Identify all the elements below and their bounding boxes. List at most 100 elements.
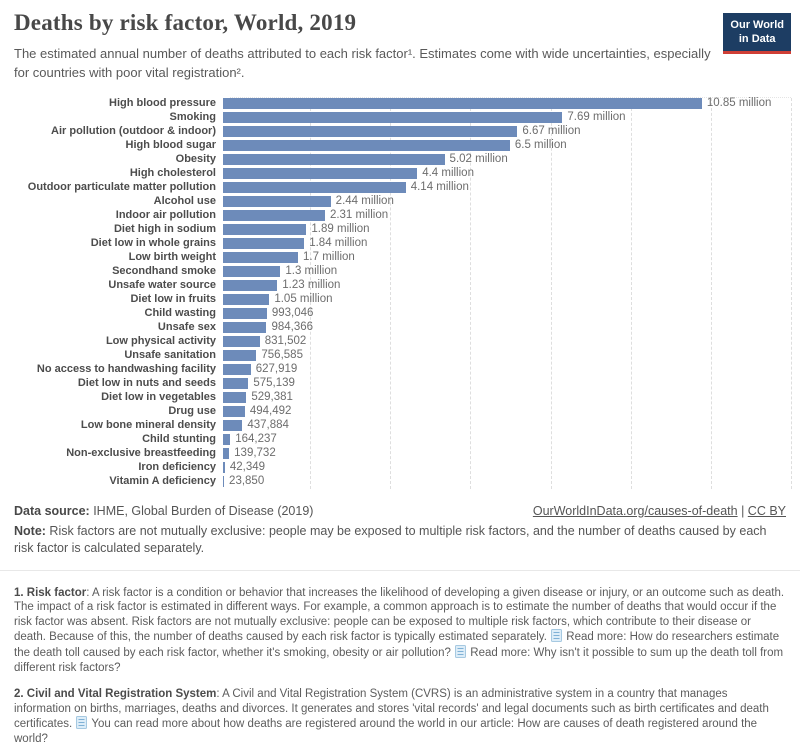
bar-label: Obesity — [175, 153, 216, 166]
bar-row: Secondhand smoke 1.3 million — [14, 265, 791, 279]
bar-row: Obesity 5.02 million — [14, 153, 791, 167]
footer-links: OurWorldInData.org/causes-of-death | CC … — [533, 504, 786, 518]
bar-value-label: 4.14 million — [410, 181, 469, 194]
read-more-link-3[interactable]: You can read more about how deaths are r… — [14, 718, 758, 742]
bar[interactable] — [223, 434, 231, 446]
footnote-cvrs: 2. Civil and Vital Registration System: … — [14, 687, 786, 742]
bar-label: Smoking — [169, 111, 216, 124]
bar[interactable] — [223, 462, 225, 474]
bar-row: Low physical activity 831,502 — [14, 335, 791, 349]
logo-line-2: in Data — [738, 33, 776, 46]
bar-label: Outdoor particulate matter pollution — [27, 181, 216, 194]
bar-value-label: 993,046 — [271, 307, 314, 320]
bar-row: Unsafe sex 984,366 — [14, 321, 791, 335]
bar-row: Low birth weight 1.7 million — [14, 251, 791, 265]
bar-label: Unsafe sex — [157, 321, 216, 334]
bar[interactable] — [223, 98, 702, 110]
bar-label: Vitamin A deficiency — [109, 475, 216, 488]
bar-track: 1.7 million — [223, 251, 791, 264]
bar[interactable] — [223, 196, 331, 208]
bar[interactable] — [223, 238, 305, 250]
bar[interactable] — [223, 266, 281, 278]
bar[interactable] — [223, 140, 510, 152]
bar-track: 575,139 — [223, 377, 791, 390]
bar[interactable] — [223, 224, 307, 236]
bar-value-label: 1.84 million — [309, 237, 368, 250]
chart-subtitle: The estimated annual number of deaths at… — [14, 46, 711, 80]
bar[interactable] — [223, 182, 406, 194]
bar-label: Diet low in fruits — [130, 293, 216, 306]
bar[interactable] — [223, 336, 260, 348]
bar[interactable] — [223, 350, 257, 362]
bar-rows: High blood pressure 10.85 million Smoking 7… — [14, 97, 791, 489]
bar[interactable] — [223, 280, 278, 292]
bar[interactable] — [223, 168, 418, 180]
bar-label: Low birth weight — [128, 251, 216, 264]
owid-logo[interactable]: Our World in Data — [723, 13, 791, 54]
note-text: Risk factors are not mutually exclusive:… — [14, 523, 767, 556]
bar[interactable] — [223, 126, 518, 138]
bar-label: Diet low in vegetables — [101, 391, 216, 404]
bar-track: 6.67 million — [223, 125, 791, 138]
bar[interactable] — [223, 308, 267, 320]
bar-track: 10.85 million — [223, 97, 791, 110]
bar-track: 529,381 — [223, 391, 791, 404]
bar-value-label: 575,139 — [253, 377, 295, 390]
bar-value-label: 1.23 million — [282, 279, 341, 292]
bar-track: 4.14 million — [223, 181, 791, 194]
footnotes-divider — [0, 569, 800, 571]
bar[interactable] — [223, 210, 325, 222]
bar-label: Low physical activity — [105, 335, 216, 348]
bar-value-label: 1.3 million — [285, 265, 338, 278]
bar-row: Child wasting 993,046 — [14, 307, 791, 321]
bar[interactable] — [223, 112, 563, 124]
bar-track: 1.23 million — [223, 279, 791, 292]
bar[interactable] — [223, 378, 249, 390]
bar-value-label: 139,732 — [234, 447, 276, 460]
bar-row: Child stunting 164,237 — [14, 433, 791, 447]
bar-row: Outdoor particulate matter pollution 4.14… — [14, 181, 791, 195]
bar-value-label: 831,502 — [264, 335, 307, 348]
bar-track: 23,850 — [223, 475, 791, 488]
chart-note: Note: Risk factors are not mutually excl… — [14, 523, 786, 558]
bar[interactable] — [223, 154, 445, 166]
bar-label: Diet low in whole grains — [90, 237, 216, 250]
license-link[interactable]: CC BY — [747, 503, 786, 518]
bar[interactable] — [223, 364, 251, 376]
read-more-link-2[interactable]: Read more: Why isn't it possible to sum … — [14, 647, 784, 674]
bar-value-label: 529,381 — [251, 391, 293, 404]
bar-row: Drug use 494,492 — [14, 405, 791, 419]
bar-chart: High blood pressure 10.85 million Smoking 7… — [14, 96, 792, 489]
bar[interactable] — [223, 476, 225, 488]
bar[interactable] — [223, 252, 299, 264]
bar-row: Unsafe sanitation 756,585 — [14, 349, 791, 363]
footnotes-section: 1. Risk factor: A risk factor is a condi… — [0, 571, 800, 742]
bar-label: Unsafe sanitation — [124, 349, 216, 362]
gridline — [630, 97, 632, 489]
bar[interactable] — [223, 294, 270, 306]
chart-title: Deaths by risk factor, World, 2019 — [14, 10, 357, 35]
data-source: Data source: IHME, Global Burden of Dise… — [14, 504, 313, 518]
read-more-link-1[interactable]: Read more: How do researchers estimate t… — [14, 631, 780, 660]
bar-track: 1.05 million — [223, 293, 791, 306]
bar-row: Indoor air pollution 2.31 million — [14, 209, 791, 223]
bar-value-label: 23,850 — [229, 475, 265, 488]
bar-track: 2.31 million — [223, 209, 791, 222]
bar[interactable] — [223, 392, 247, 404]
bar-value-label: 6.67 million — [522, 125, 581, 138]
bar-track: 1.84 million — [223, 237, 791, 250]
link-separator: | — [737, 503, 748, 518]
bar[interactable] — [223, 406, 245, 418]
bar-label: Indoor air pollution — [115, 209, 216, 222]
bar-track: 1.3 million — [223, 265, 791, 278]
bar-row: Alcohol use 2.44 million — [14, 195, 791, 209]
owid-url-link[interactable]: OurWorldInData.org/causes-of-death — [532, 503, 738, 518]
bar-value-label: 5.02 million — [449, 153, 508, 166]
bar[interactable] — [223, 420, 243, 432]
bar-value-label: 627,919 — [255, 363, 298, 376]
footer-top-row: Data source: IHME, Global Burden of Dise… — [14, 504, 786, 518]
bar-value-label: 437,884 — [247, 419, 289, 432]
bar-row: High cholesterol 4.4 million — [14, 167, 791, 181]
bar[interactable] — [223, 448, 230, 460]
bar[interactable] — [223, 322, 267, 334]
